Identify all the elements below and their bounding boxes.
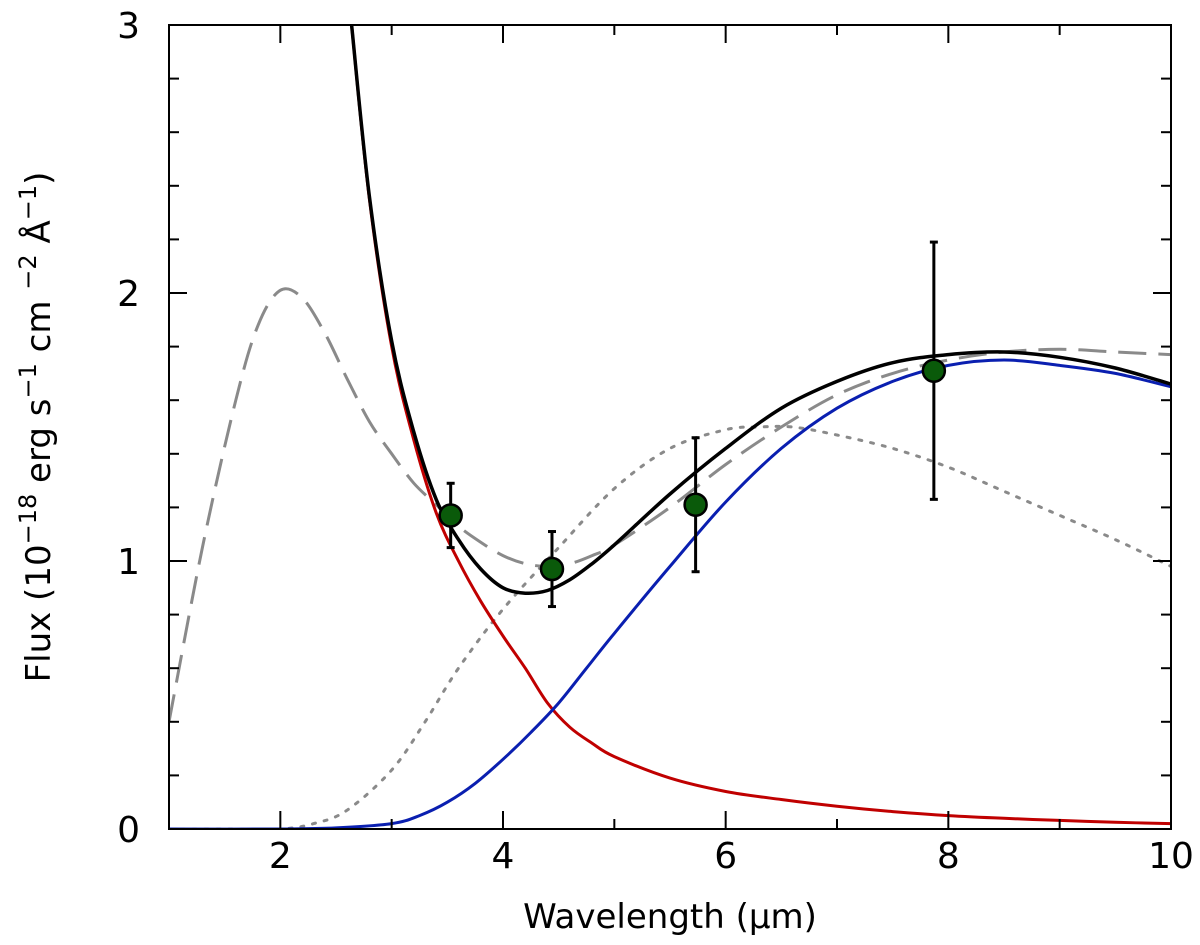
- x-tick-label: 2: [269, 836, 292, 877]
- x-tick-label: 8: [937, 836, 960, 877]
- data-point: [539, 556, 565, 582]
- x-tick-label: 4: [492, 836, 515, 877]
- x-tick-label: 6: [714, 836, 737, 877]
- axis-ticks: [168, 24, 1172, 830]
- dotted-model-curve: [169, 424, 1171, 829]
- blue-component-curve: [169, 358, 1171, 829]
- data-point: [921, 358, 947, 383]
- y-tick-labels: 0 1 2 3: [117, 6, 140, 851]
- total-model-curve: [349, 25, 1171, 596]
- y-tick-label: 0: [117, 810, 140, 851]
- y-tick-label: 1: [117, 542, 140, 583]
- y-axis-title: Flux (10−18 erg s−1 cm −2 Å−1): [14, 172, 59, 683]
- dashed-model-curve: [169, 287, 1171, 723]
- y-tick-label: 3: [117, 6, 140, 47]
- data-point: [683, 492, 708, 517]
- x-tick-label: 10: [1148, 836, 1194, 877]
- x-tick-labels: 2 4 6 8 10: [269, 836, 1194, 877]
- y-tick-label: 2: [117, 274, 140, 315]
- data-point: [438, 503, 463, 528]
- model-curves: [169, 25, 1171, 829]
- red-component-curve: [350, 25, 1171, 826]
- x-axis-title: Wavelength (μm): [523, 897, 817, 937]
- plot-frame: [168, 24, 1172, 830]
- data-points: [438, 240, 947, 609]
